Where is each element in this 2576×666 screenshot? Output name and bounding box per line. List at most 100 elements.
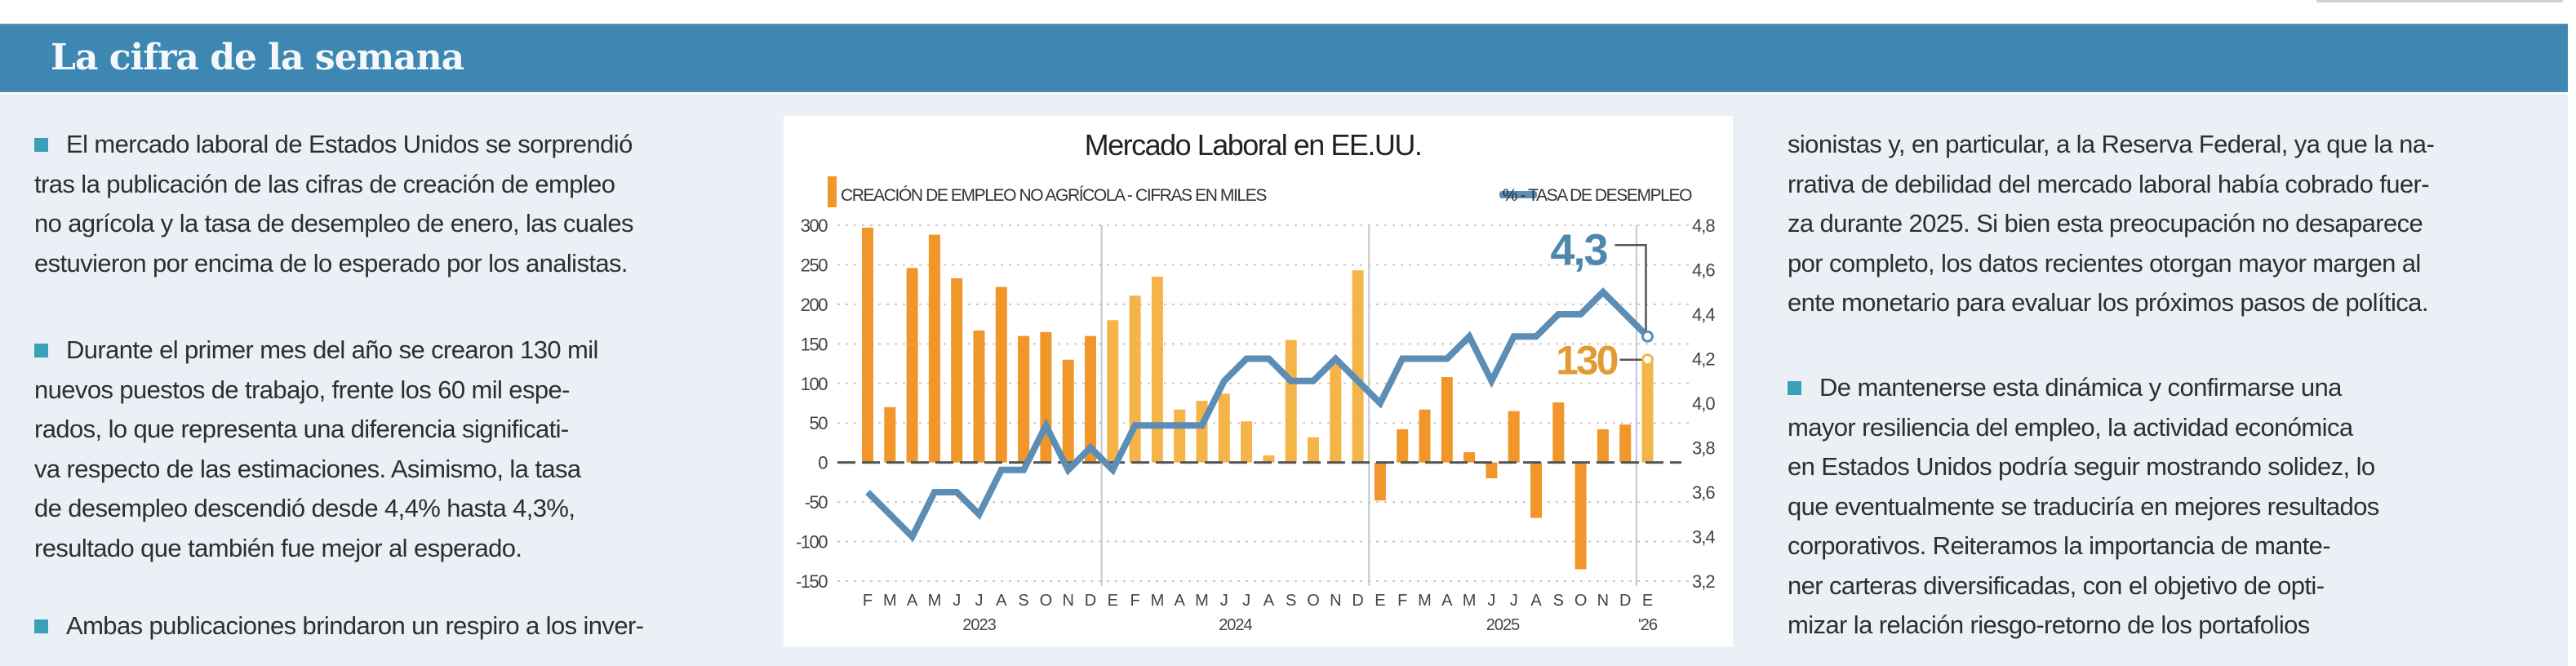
month-label: N [1597,592,1609,610]
paragraph-line: no agrícola y la tasa de desempleo de en… [34,204,633,244]
employment-bar [1107,320,1119,463]
employment-bar [1619,424,1632,463]
employment-bar [928,234,940,463]
line-text: Durante el primer mes del año se crearon… [66,335,598,364]
month-label: S [1018,592,1028,610]
paragraph: El mercado laboral de Estados Unidos se … [34,125,633,283]
left-tick-label: -50 [805,492,828,513]
square-bullet-icon [1788,381,1801,395]
x-axis-labels: F M A M J J A S O N D E F M A M J J A S O N D E F M A M J J A S O N D E2023… [863,592,1659,634]
employment-bar [951,278,963,463]
chart-title: Mercado Laboral en EE.UU. [1085,128,1422,162]
line-text: que eventualmente se traduciría en mejor… [1788,491,2379,521]
employment-bar [1441,377,1453,463]
month-label: F [863,592,873,610]
left-tick-label: 50 [810,413,828,433]
paragraph-line: por completo, los datos recientes otorga… [1788,244,2434,284]
employment-bar [1397,428,1409,463]
year-separators [1100,225,1637,586]
paragraph-line: rrativa de debilidad del mercado laboral… [1788,165,2434,205]
left-tick-label: 250 [801,255,828,275]
employment-bar [1530,462,1542,518]
paragraph-line: estuvieron por encima de lo esperado por… [34,244,633,284]
rate-end-marker [1641,330,1654,343]
paragraph-line: De mantenerse esta dinámica y confirmars… [1788,368,2379,408]
line-text: ner carteras diversificadas, con el obje… [1788,571,2325,600]
line-text: De mantenerse esta dinámica y confirmars… [1819,373,2342,402]
right-tick-label: 4,2 [1692,349,1715,370]
month-label: M [1151,592,1165,610]
employment-bar [1330,363,1342,463]
paragraph-line: va respecto de las estimaciones. Asimism… [34,450,598,490]
right-tick-label: 4,6 [1692,260,1715,281]
left-tick-label: -150 [796,571,828,592]
month-label: A [1264,592,1275,610]
year-label: 2024 [1219,616,1252,634]
section-title: La cifra de la semana [51,37,464,78]
legend-bar-swatch [828,176,837,207]
left-axis: 300 250 200 150 100 50 0 -50 -100 -150 [796,215,829,592]
line-text: rrativa de debilidad del mercado laboral… [1788,169,2430,198]
line-text: resultado que también fue mejor al esper… [34,533,522,562]
line-text: de desempleo descendió desde 4,4% hasta … [34,494,575,522]
labor-market-chart: Mercado Laboral en EE.UU. CREACIÓN DE EM… [796,128,1716,634]
annotations: 4,3 130 [1550,225,1654,384]
month-label: F [1130,592,1139,610]
month-label: E [1108,592,1118,610]
paragraph-line: rados, lo que representa una diferencia … [34,410,598,450]
left-tick-label: -100 [796,532,828,553]
employment-bar [1196,401,1208,463]
paragraph-line: Durante el primer mes del año se crearon… [34,331,598,371]
square-bullet-icon [34,344,48,357]
month-label: F [1397,592,1407,610]
month-label: J [1487,592,1495,610]
paragraph-line: mizar la relación riesgo-retorno de los … [1788,606,2379,646]
month-label: S [1553,592,1564,610]
employment-bar [1419,409,1431,463]
unemployment-line [865,287,1650,543]
employment-bar [1174,409,1186,463]
legend-line-label: % - TASA DE DESEMPLEO [1503,186,1692,205]
line-text: mizar la relación riesgo-retorno de los … [1788,610,2310,639]
month-label: N [1330,592,1341,610]
employment-bar [1641,359,1654,463]
right-tick-label: 3,2 [1692,571,1715,592]
employment-bar [973,330,985,463]
employment-bar [1241,421,1253,463]
employment-bar [1552,402,1565,463]
jobs-end-marker [1641,353,1654,366]
employment-bar [1018,335,1030,463]
employment-bar [1263,455,1275,463]
line-text: El mercado laboral de Estados Unidos se … [66,130,633,158]
month-label: O [1574,592,1588,610]
right-tick-label: 3,4 [1692,527,1715,548]
month-label: J [1510,592,1518,610]
right-tick-label: 3,8 [1692,438,1715,459]
line-text: Ambas publicaciones brindaron un respiro… [66,611,644,640]
paragraph-line: El mercado laboral de Estados Unidos se … [34,125,633,165]
line-text: va respecto de las estimaciones. Asimism… [34,454,581,483]
right-tick-label: 3,6 [1692,482,1715,503]
right-tick-label: 4,4 [1692,304,1715,325]
employment-bar [884,406,896,463]
month-label: J [1242,592,1250,610]
month-label: A [907,592,918,610]
paragraph-line: nuevos puestos de trabajo, frente los 60… [34,371,598,411]
left-tick-label: 0 [818,453,828,473]
line-text: sionistas y, en particular, a la Reserva… [1788,130,2435,158]
paragraph-line: Ambas publicaciones brindaron un respiro… [34,606,644,646]
month-label: E [1642,592,1653,610]
employment-bar [1151,276,1163,463]
paragraph-line: mayor resiliencia del empleo, la activid… [1788,408,2379,448]
year-label: 2025 [1486,616,1520,634]
paragraph-line: za durante 2025. Si bien esta preocupaci… [1788,204,2434,244]
paragraph-line: ente monetario para evaluar los próximos… [1788,283,2434,323]
legend-bar-label: CREACIÓN DE EMPLEO NO AGRÍCOLA - CIFRAS … [841,186,1267,205]
month-label: N [1062,592,1073,610]
employment-bar [1129,295,1141,463]
month-label: A [996,592,1007,610]
right-axis: 4,8 4,6 4,4 4,2 4,0 3,8 3,6 3,4 3,2 [1692,215,1716,592]
left-tick-label: 200 [801,295,828,315]
right-tick-label: 4,8 [1692,215,1715,236]
month-label: O [1307,592,1320,610]
